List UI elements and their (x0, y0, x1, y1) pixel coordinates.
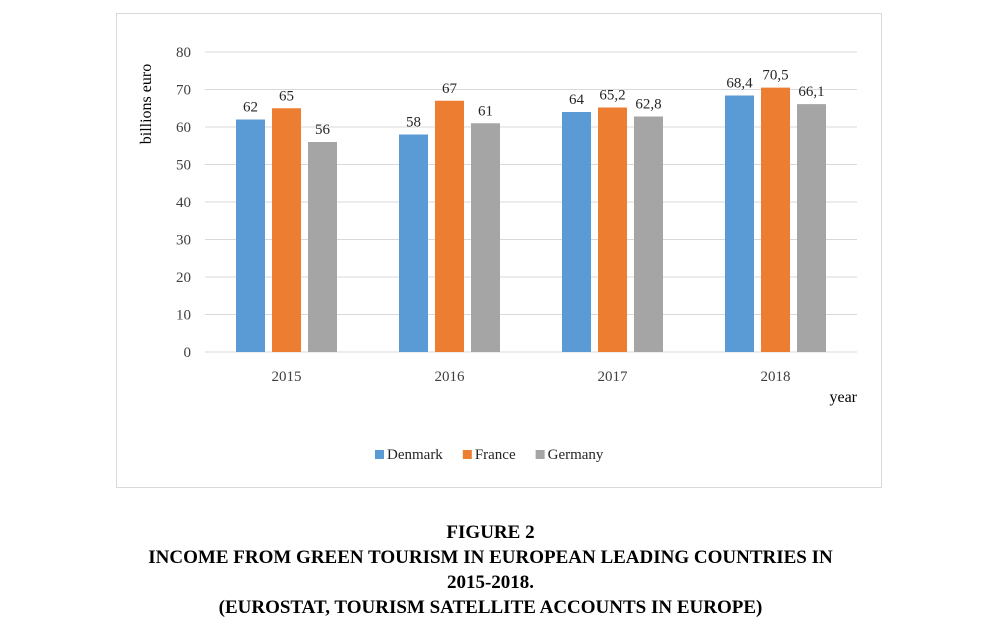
chart-frame: 0 10 20 30 40 50 60 70 80 62 65 56 58 67 61 64 65,2 62,8… (116, 13, 882, 488)
legend-swatch-germany (535, 450, 545, 459)
data-label: 68,4 (726, 76, 753, 92)
legend-swatch-france (462, 450, 472, 459)
data-label: 64 (569, 92, 585, 108)
x-tick-label: 2017 (598, 369, 629, 385)
data-label: 65,2 (599, 88, 625, 104)
data-labels: 62 65 56 58 67 61 64 65,2 62,8 68,4 70,5 66,1 (243, 68, 825, 138)
bar-germany-2018 (797, 104, 826, 352)
y-tick-label: 70 (176, 83, 191, 99)
y-tick-label: 40 (176, 195, 191, 211)
figure-caption: FIGURE 2 INCOME FROM GREEN TOURISM IN EU… (0, 520, 981, 620)
legend-swatch-denmark (375, 450, 384, 459)
bar-france-2017 (598, 107, 627, 352)
data-label: 56 (315, 122, 331, 138)
bar-france-2015 (272, 108, 301, 352)
x-tick-label: 2016 (435, 369, 466, 385)
bar-denmark-2015 (236, 119, 265, 352)
caption-line-2: INCOME FROM GREEN TOURISM IN EUROPEAN LE… (148, 547, 833, 568)
x-axis-title: year (829, 389, 857, 406)
bar-chart: 0 10 20 30 40 50 60 70 80 62 65 56 58 67 61 64 65,2 62,8… (138, 45, 858, 463)
bar-germany-2015 (308, 142, 337, 352)
bar-germany-2017 (634, 116, 663, 352)
data-label: 58 (406, 115, 421, 131)
gridlines (205, 51, 857, 353)
bar-germany-2016 (471, 123, 500, 352)
y-tick-label: 60 (176, 120, 191, 136)
data-label: 67 (442, 81, 458, 97)
caption-line-1: FIGURE 2 (446, 522, 535, 543)
bar-france-2016 (435, 100, 464, 352)
x-tick-label: 2015 (272, 369, 302, 385)
legend-label-france: France (475, 447, 516, 463)
bar-denmark-2017 (562, 112, 591, 352)
legend: Denmark France Germany (375, 447, 604, 463)
bar-denmark-2016 (399, 134, 428, 352)
legend-label-denmark: Denmark (387, 447, 443, 463)
x-tick-labels: 2015 2016 2017 2018 (272, 369, 791, 385)
y-tick-label: 50 (176, 158, 191, 174)
x-tick-label: 2018 (761, 369, 791, 385)
legend-label-germany: Germany (548, 447, 604, 463)
y-axis-title: billions euro (138, 64, 155, 144)
data-label: 66,1 (798, 84, 824, 100)
y-tick-label: 10 (176, 308, 191, 324)
data-label: 70,5 (762, 68, 788, 84)
y-tick-label: 20 (176, 270, 191, 286)
bars (236, 87, 826, 352)
data-label: 62 (243, 100, 258, 116)
y-tick-label: 30 (176, 233, 191, 249)
y-tick-label: 80 (176, 45, 191, 61)
caption-line-3: 2015-2018. (446, 572, 535, 593)
bar-denmark-2018 (725, 95, 754, 352)
y-tick-label: 0 (184, 345, 192, 361)
data-label: 62,8 (635, 97, 661, 113)
data-label: 65 (279, 88, 294, 104)
data-label: 61 (478, 103, 493, 119)
bar-france-2018 (761, 87, 790, 352)
caption-line-4: (EUROSTAT, TOURISM SATELLITE ACCOUNTS IN… (218, 597, 763, 618)
y-tick-labels: 0 10 20 30 40 50 60 70 80 (176, 45, 191, 361)
